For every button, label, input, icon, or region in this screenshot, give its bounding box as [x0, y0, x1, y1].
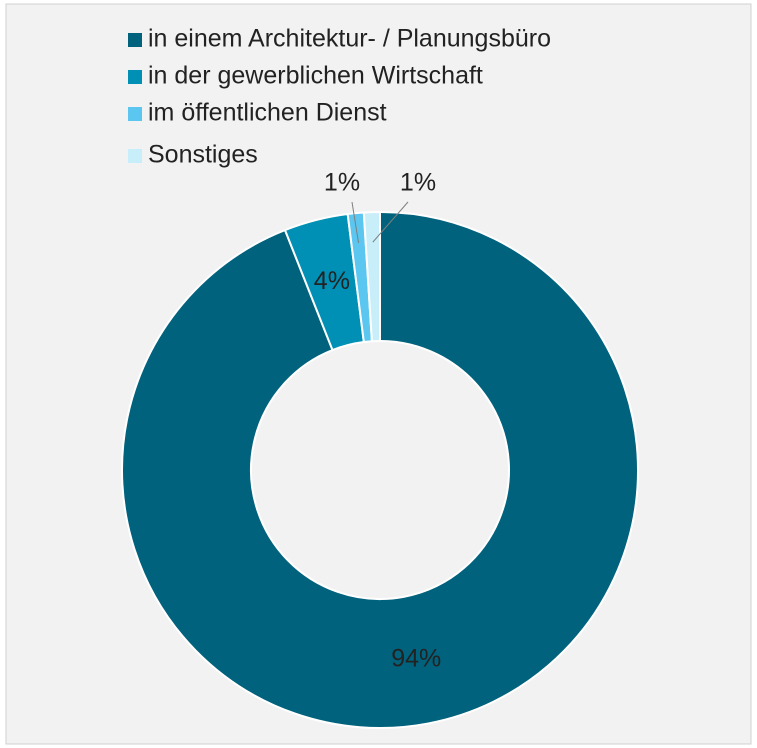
data-label: 1%: [400, 169, 436, 197]
legend-swatch: [128, 149, 142, 163]
data-label: 4%: [314, 267, 350, 295]
legend-swatch: [128, 107, 142, 121]
data-label: 1%: [324, 169, 360, 197]
legend-label: Sonstiges: [148, 141, 258, 169]
legend-label: in einem Architektur- / Planungsbüro: [148, 25, 551, 53]
donut-slice: [121, 210, 639, 729]
legend-swatch: [128, 70, 142, 84]
legend-label: in der gewerblichen Wirtschaft: [148, 62, 483, 90]
donut-slice: [362, 210, 381, 343]
leader-line: [351, 201, 360, 244]
legend-swatch: [128, 33, 142, 47]
data-label: 94%: [391, 645, 441, 673]
leader-line: [372, 201, 409, 243]
legend-label: im öffentlichen Dienst: [148, 99, 387, 127]
